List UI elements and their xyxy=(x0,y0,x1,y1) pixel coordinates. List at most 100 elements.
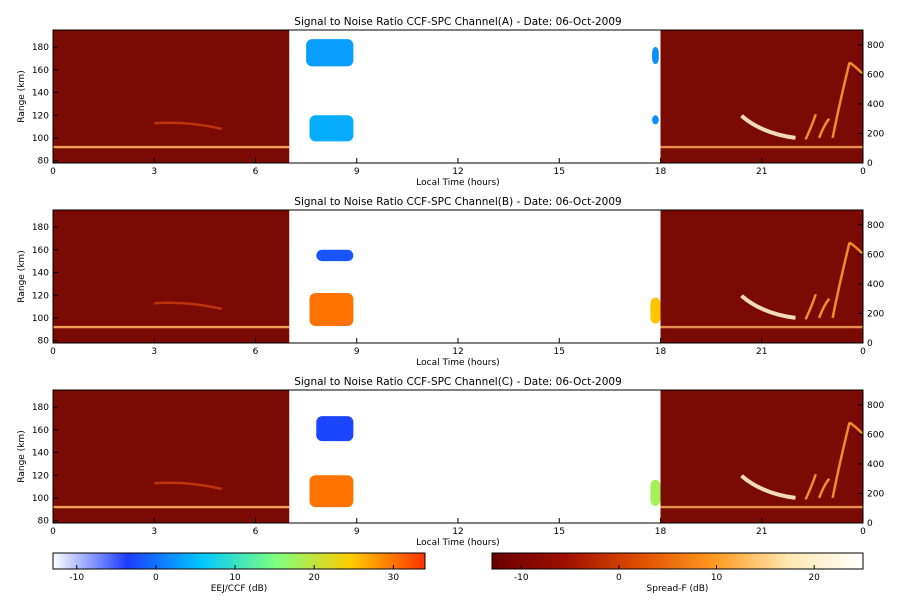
spread-f-plume xyxy=(848,61,864,76)
y-tick-label: 140 xyxy=(32,269,49,279)
eej-echo xyxy=(652,47,659,65)
x-tick-label: 21 xyxy=(756,527,767,537)
chart-title: Signal to Noise Ratio CCF-SPC Channel(C)… xyxy=(294,376,622,388)
eej-echo xyxy=(316,249,354,262)
x-tick-label: 3 xyxy=(151,527,157,537)
x-tick-label: 18 xyxy=(655,167,667,177)
x-axis-label: Local Time (hours) xyxy=(416,538,499,548)
night-segment-right xyxy=(660,390,863,523)
y-tick-label: 100 xyxy=(32,134,49,144)
colorbar-gradient xyxy=(52,552,426,570)
panel-c: Signal to Noise Ratio CCF-SPC Channel(C)… xyxy=(17,376,884,548)
x-tick-label: 12 xyxy=(452,167,463,177)
spread-f-plumes xyxy=(740,421,864,500)
spread-f-plume xyxy=(848,421,864,436)
x-tick-label: 0 xyxy=(860,167,866,177)
y2-tick-label: 0 xyxy=(867,339,873,349)
colorbar-tick-label: -10 xyxy=(69,573,84,583)
colorbar-tick-label: -10 xyxy=(514,573,529,583)
colorbar-tick-label: 0 xyxy=(616,573,622,583)
y-tick-label: 120 xyxy=(32,111,49,121)
night-echo-trail xyxy=(154,481,223,491)
x-tick-label: 18 xyxy=(655,347,667,357)
y2-tick-label: 600 xyxy=(867,250,884,260)
y-tick-label: 140 xyxy=(32,449,49,459)
night-segment-left xyxy=(53,390,290,523)
y-axis-label: Range (km) xyxy=(17,70,27,122)
y2-tick-label: 600 xyxy=(867,70,884,80)
x-tick-label: 3 xyxy=(151,347,157,357)
spread-f-plume xyxy=(740,474,796,500)
y2-tick-label: 400 xyxy=(867,280,884,290)
colorbar-label: EEJ/CCF (dB) xyxy=(211,584,268,594)
y-axis-label: Range (km) xyxy=(17,430,27,482)
x-tick-label: 6 xyxy=(253,527,259,537)
colorbar-tick-label: 10 xyxy=(229,573,241,583)
x-tick-label: 12 xyxy=(452,347,463,357)
chart-title: Signal to Noise Ratio CCF-SPC Channel(A)… xyxy=(294,16,621,28)
e-layer-band-left xyxy=(53,145,290,149)
x-tick-label: 9 xyxy=(354,167,360,177)
y-tick-label: 120 xyxy=(32,471,49,481)
e-layer-band-right xyxy=(660,325,863,329)
night-segment-right xyxy=(660,30,863,163)
spread-f-plume xyxy=(804,113,817,140)
eej-echo xyxy=(652,115,659,125)
x-tick-label: 0 xyxy=(50,167,56,177)
y-tick-label: 160 xyxy=(32,246,49,256)
x-tick-label: 6 xyxy=(253,167,259,177)
spread-f-plume xyxy=(831,422,851,499)
spread-f-plumes xyxy=(740,241,864,320)
eej-echo xyxy=(316,416,354,442)
spread-f-plumes xyxy=(740,61,864,140)
y-tick-label: 160 xyxy=(32,426,49,436)
spread-f-colorbar: -10 0 10 20 Spread-F (dB) xyxy=(491,552,864,594)
x-tick-label: 9 xyxy=(354,527,360,537)
night-segment-left xyxy=(53,30,290,163)
y2-tick-label: 800 xyxy=(867,41,884,51)
night-echo-trail xyxy=(154,301,223,311)
spread-f-plume xyxy=(817,477,831,499)
y2-tick-label: 400 xyxy=(867,460,884,470)
eej-echo xyxy=(309,475,354,508)
y-tick-label: 160 xyxy=(32,66,49,76)
y2-tick-label: 800 xyxy=(867,221,884,231)
e-layer-band-right xyxy=(660,145,863,149)
y-tick-label: 180 xyxy=(32,223,49,233)
y-tick-label: 180 xyxy=(32,403,49,413)
spread-f-plume xyxy=(831,62,851,139)
spread-f-plume xyxy=(817,117,831,139)
y2-tick-label: 200 xyxy=(867,309,884,319)
colorbar-tick-label: 0 xyxy=(153,573,159,583)
y-tick-label: 80 xyxy=(38,337,50,347)
colorbar-label: Spread-F (dB) xyxy=(647,584,709,594)
y-tick-label: 100 xyxy=(32,494,49,504)
y-tick-label: 140 xyxy=(32,89,49,99)
spread-f-plume xyxy=(817,297,831,319)
x-axis-label: Local Time (hours) xyxy=(416,358,499,368)
x-tick-label: 12 xyxy=(452,527,463,537)
panel-b: Signal to Noise Ratio CCF-SPC Channel(B)… xyxy=(17,196,884,368)
x-tick-label: 9 xyxy=(354,347,360,357)
panel-a: Signal to Noise Ratio CCF-SPC Channel(A)… xyxy=(17,16,884,188)
x-tick-label: 6 xyxy=(253,347,259,357)
chart-title: Signal to Noise Ratio CCF-SPC Channel(B)… xyxy=(294,196,621,208)
y2-tick-label: 400 xyxy=(867,100,884,110)
eej-echo xyxy=(650,297,661,324)
eej-echo xyxy=(306,39,354,67)
spread-f-plume xyxy=(848,241,864,256)
e-layer-band-left xyxy=(53,505,290,509)
y2-tick-label: 0 xyxy=(867,519,873,529)
x-tick-label: 3 xyxy=(151,167,157,177)
spread-f-plume xyxy=(804,473,817,500)
x-tick-label: 15 xyxy=(554,167,565,177)
e-layer-band-left xyxy=(53,325,290,329)
y2-tick-label: 200 xyxy=(867,129,884,139)
eej-colorbar: -10 0 10 20 30 EEJ/CCF (dB) xyxy=(52,552,426,594)
night-segment-right xyxy=(660,210,863,343)
x-tick-label: 0 xyxy=(50,527,56,537)
x-axis-label: Local Time (hours) xyxy=(416,178,499,188)
x-tick-label: 0 xyxy=(860,527,866,537)
y2-tick-label: 0 xyxy=(867,159,873,169)
